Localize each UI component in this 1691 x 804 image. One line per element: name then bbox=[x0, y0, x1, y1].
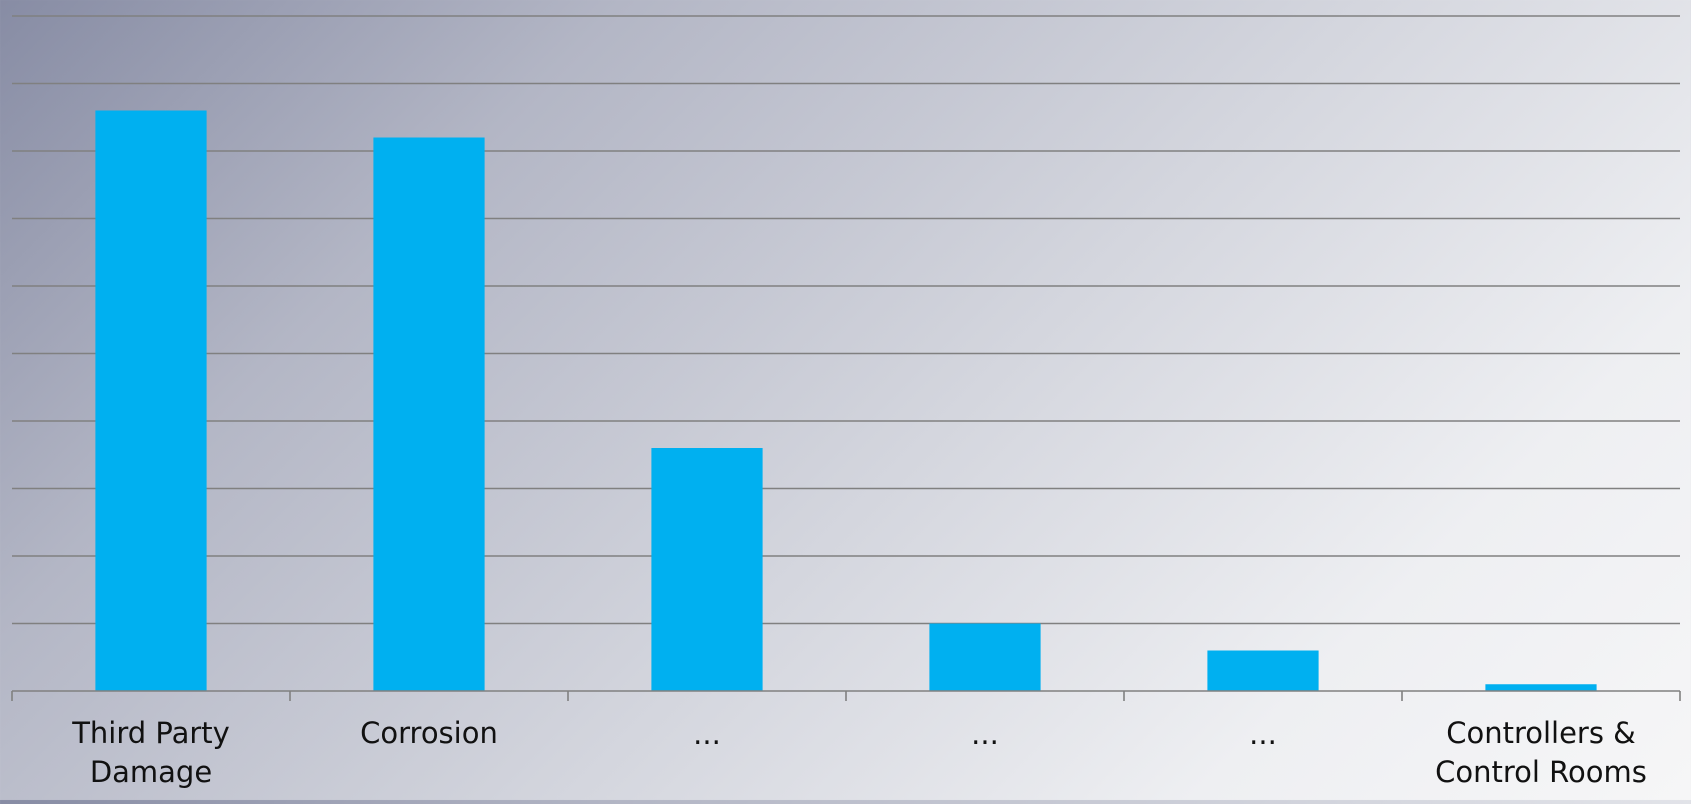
x-tick-label-1: Corrosion bbox=[360, 716, 498, 750]
bar-5 bbox=[1485, 684, 1597, 691]
x-tick-label-line: ... bbox=[1249, 717, 1277, 751]
gridlines bbox=[12, 15, 1680, 625]
bar-2 bbox=[651, 448, 763, 691]
x-tick-label-line: Third Party bbox=[71, 716, 230, 750]
x-tick-label-line: ... bbox=[693, 717, 721, 751]
x-tick-label-line: Damage bbox=[90, 755, 212, 789]
x-axis bbox=[11, 690, 1681, 701]
bar-1 bbox=[373, 137, 485, 691]
bar-4 bbox=[1207, 650, 1319, 691]
bar-0 bbox=[95, 110, 207, 691]
x-tick-label-line: Corrosion bbox=[360, 716, 498, 750]
x-tick-labels: Third Party Damage Corrosion......... Contr… bbox=[71, 716, 1647, 789]
x-tick-label-line: Control Rooms bbox=[1435, 755, 1647, 789]
x-tick-label-line: ... bbox=[971, 717, 999, 751]
x-tick-label-2: ... bbox=[693, 717, 721, 751]
bars bbox=[95, 110, 1597, 691]
bar-3 bbox=[929, 623, 1041, 691]
x-tick-label-4: ... bbox=[1249, 717, 1277, 751]
x-tick-label-3: ... bbox=[971, 717, 999, 751]
x-tick-label-line: Controllers & bbox=[1446, 716, 1636, 750]
x-tick-label-0: Third Party Damage bbox=[71, 716, 230, 789]
x-tick-label-5: Controllers & Control Rooms bbox=[1435, 716, 1647, 789]
